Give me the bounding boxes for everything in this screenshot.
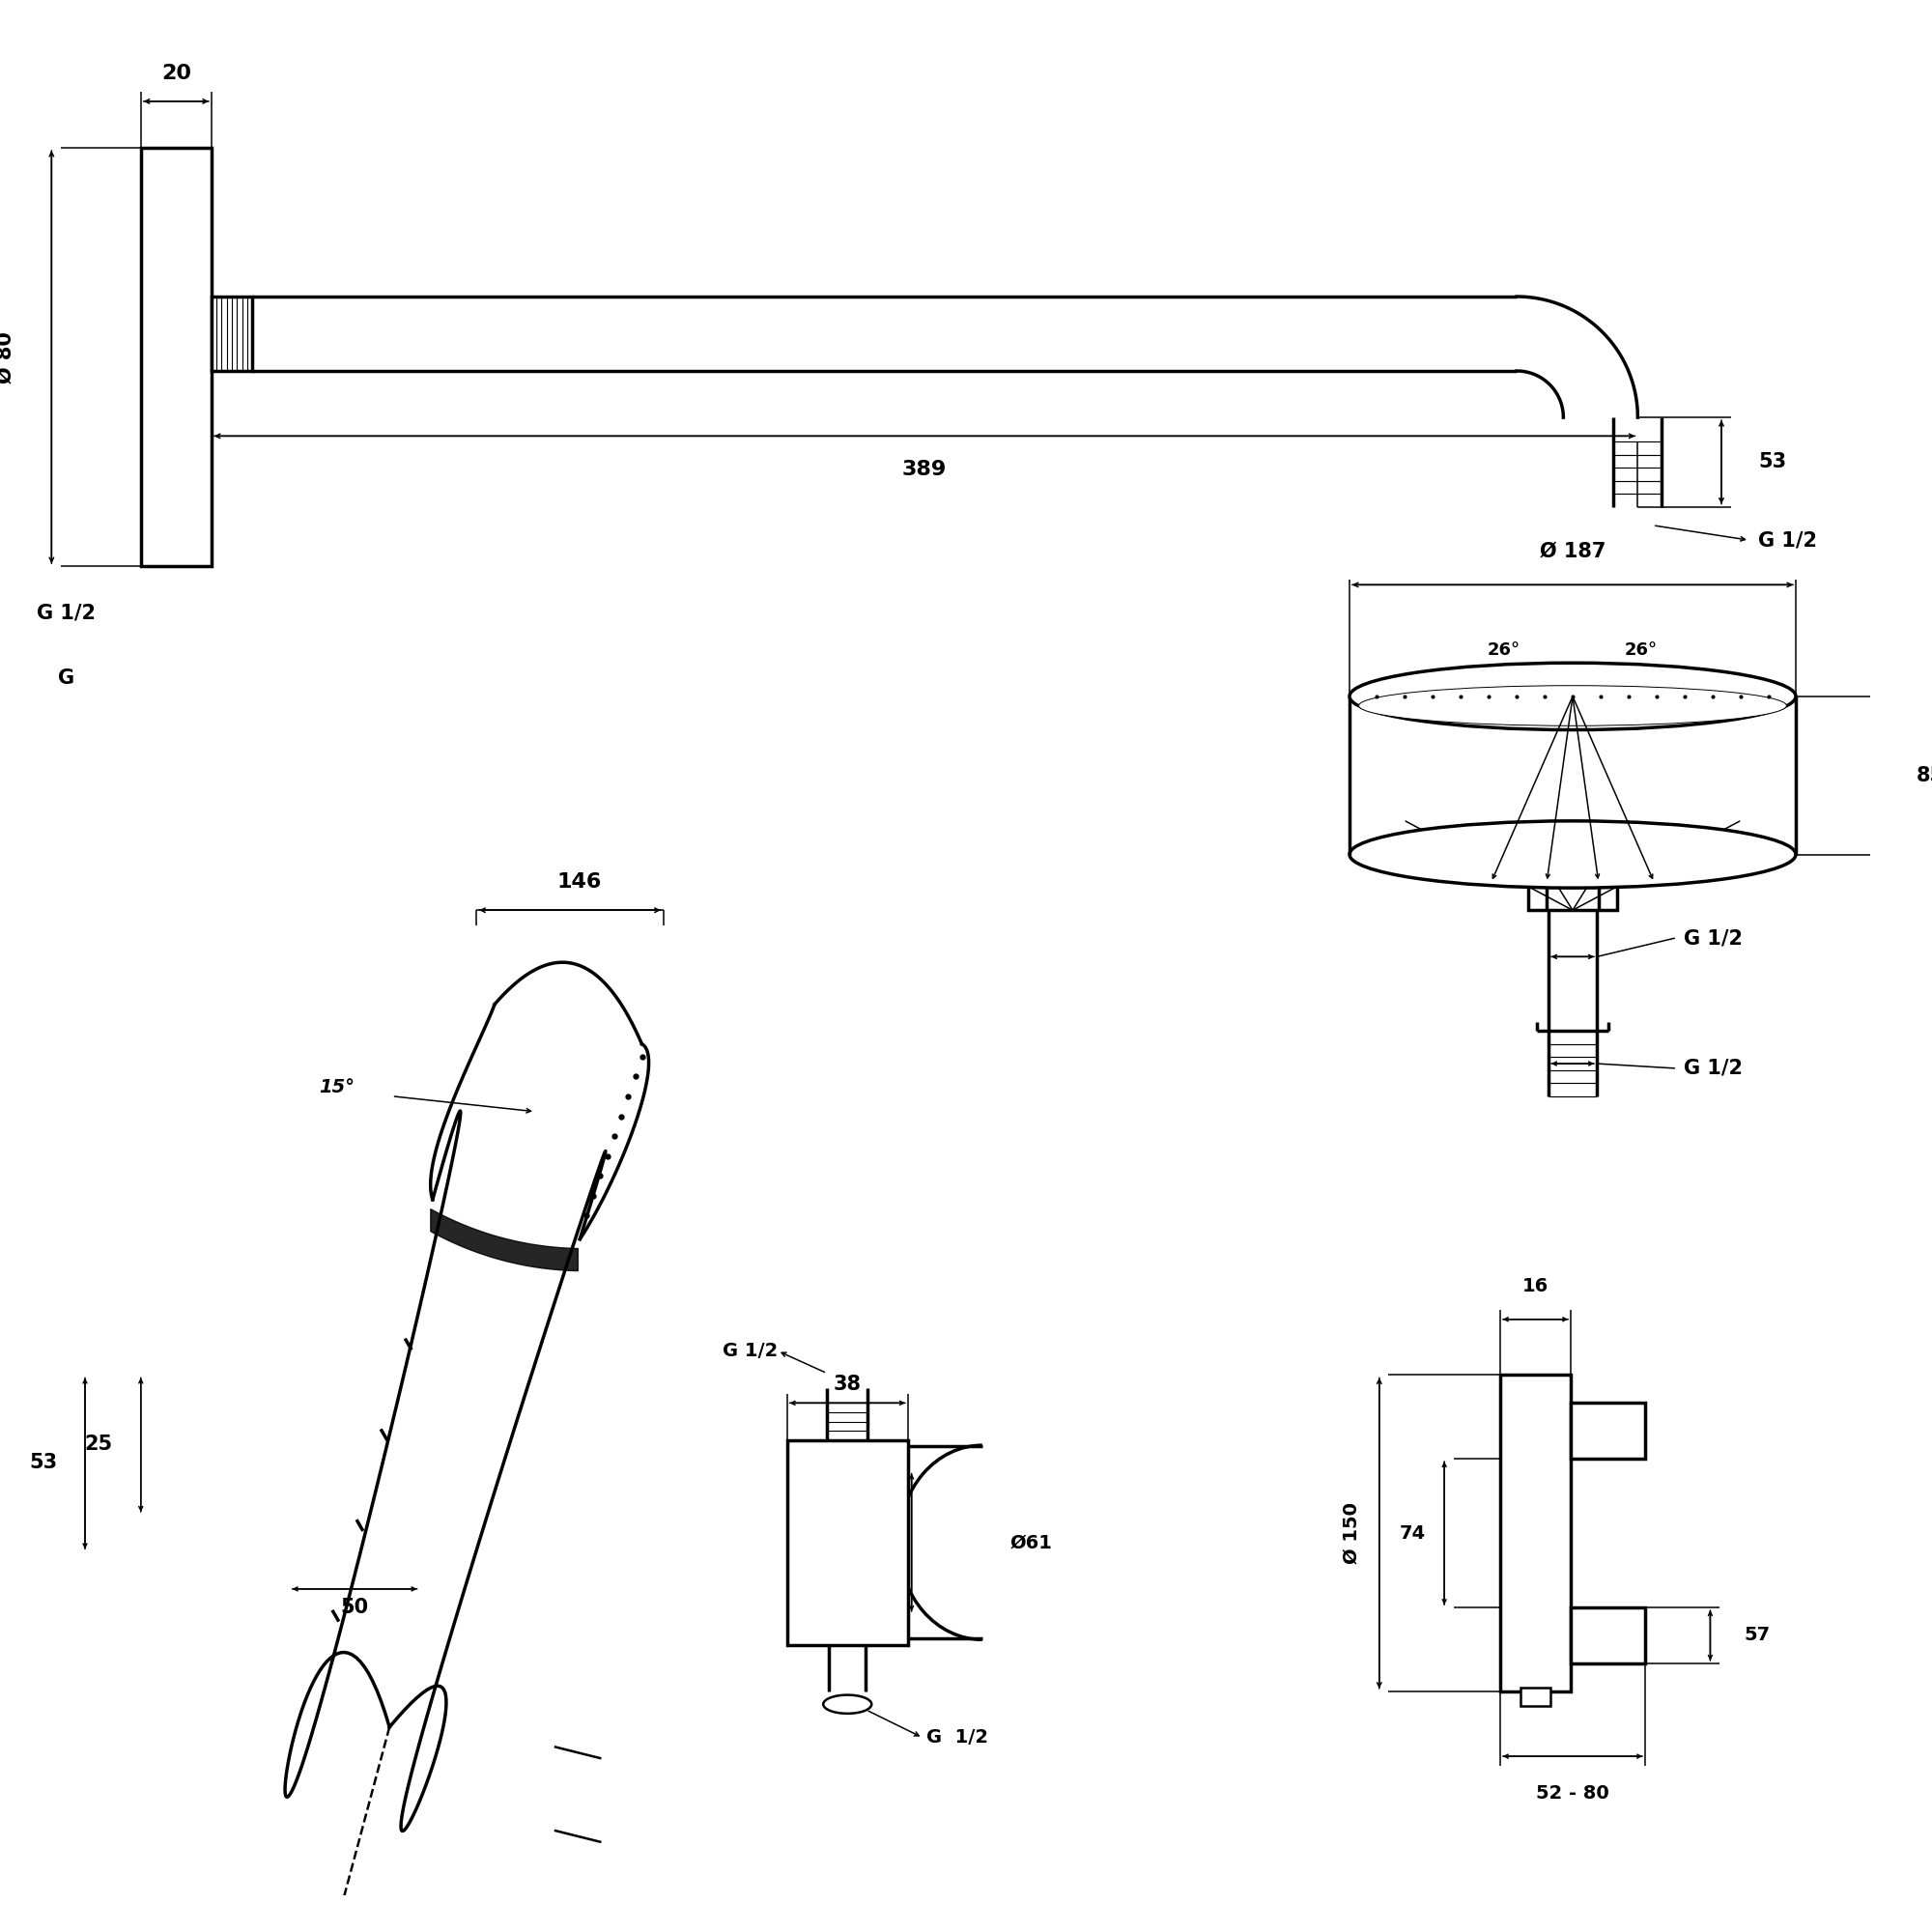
Text: Ø 150: Ø 150	[1343, 1503, 1360, 1565]
Bar	[1571, 1403, 1646, 1459]
Text: G: G	[58, 668, 75, 688]
Text: 15°: 15°	[319, 1078, 355, 1095]
Text: 25: 25	[85, 1434, 112, 1453]
Text: G 1/2: G 1/2	[37, 603, 97, 622]
Text: 57: 57	[1745, 1627, 1770, 1644]
Text: G 1/2: G 1/2	[723, 1341, 779, 1360]
Text: G 1/2: G 1/2	[1758, 531, 1818, 551]
Text: 38: 38	[833, 1376, 862, 1395]
Text: Ø 187: Ø 187	[1540, 541, 1605, 560]
Text: Ø61: Ø61	[1010, 1534, 1053, 1551]
Ellipse shape	[823, 1694, 871, 1714]
Text: 53: 53	[1758, 452, 1787, 471]
Text: G 1/2: G 1/2	[1685, 1059, 1743, 1078]
Bar	[1520, 1687, 1549, 1706]
Text: 26°: 26°	[1488, 641, 1520, 659]
Ellipse shape	[1538, 869, 1607, 885]
Text: 50: 50	[340, 1598, 369, 1617]
Ellipse shape	[1358, 686, 1787, 726]
Bar	[1528, 877, 1617, 910]
Text: 85: 85	[1917, 765, 1932, 784]
Text: 53: 53	[29, 1453, 58, 1472]
Text: 389: 389	[902, 460, 947, 479]
Text: 16: 16	[1522, 1277, 1549, 1294]
Ellipse shape	[1349, 663, 1795, 730]
Text: 146: 146	[556, 873, 601, 893]
Bar	[211, 298, 253, 371]
Text: G  1/2: G 1/2	[927, 1729, 989, 1747]
Text: 52 - 80: 52 - 80	[1536, 1785, 1609, 1803]
Text: G 1/2: G 1/2	[1685, 929, 1743, 949]
Text: Ø 80: Ø 80	[0, 330, 15, 383]
Bar	[1499, 1376, 1571, 1690]
Text: 74: 74	[1399, 1524, 1426, 1542]
Bar	[786, 1439, 908, 1644]
Text: 26°: 26°	[1625, 641, 1658, 659]
Bar	[141, 149, 211, 566]
Text: 20: 20	[160, 64, 191, 83]
Ellipse shape	[1349, 821, 1795, 889]
Bar	[1571, 1607, 1646, 1663]
